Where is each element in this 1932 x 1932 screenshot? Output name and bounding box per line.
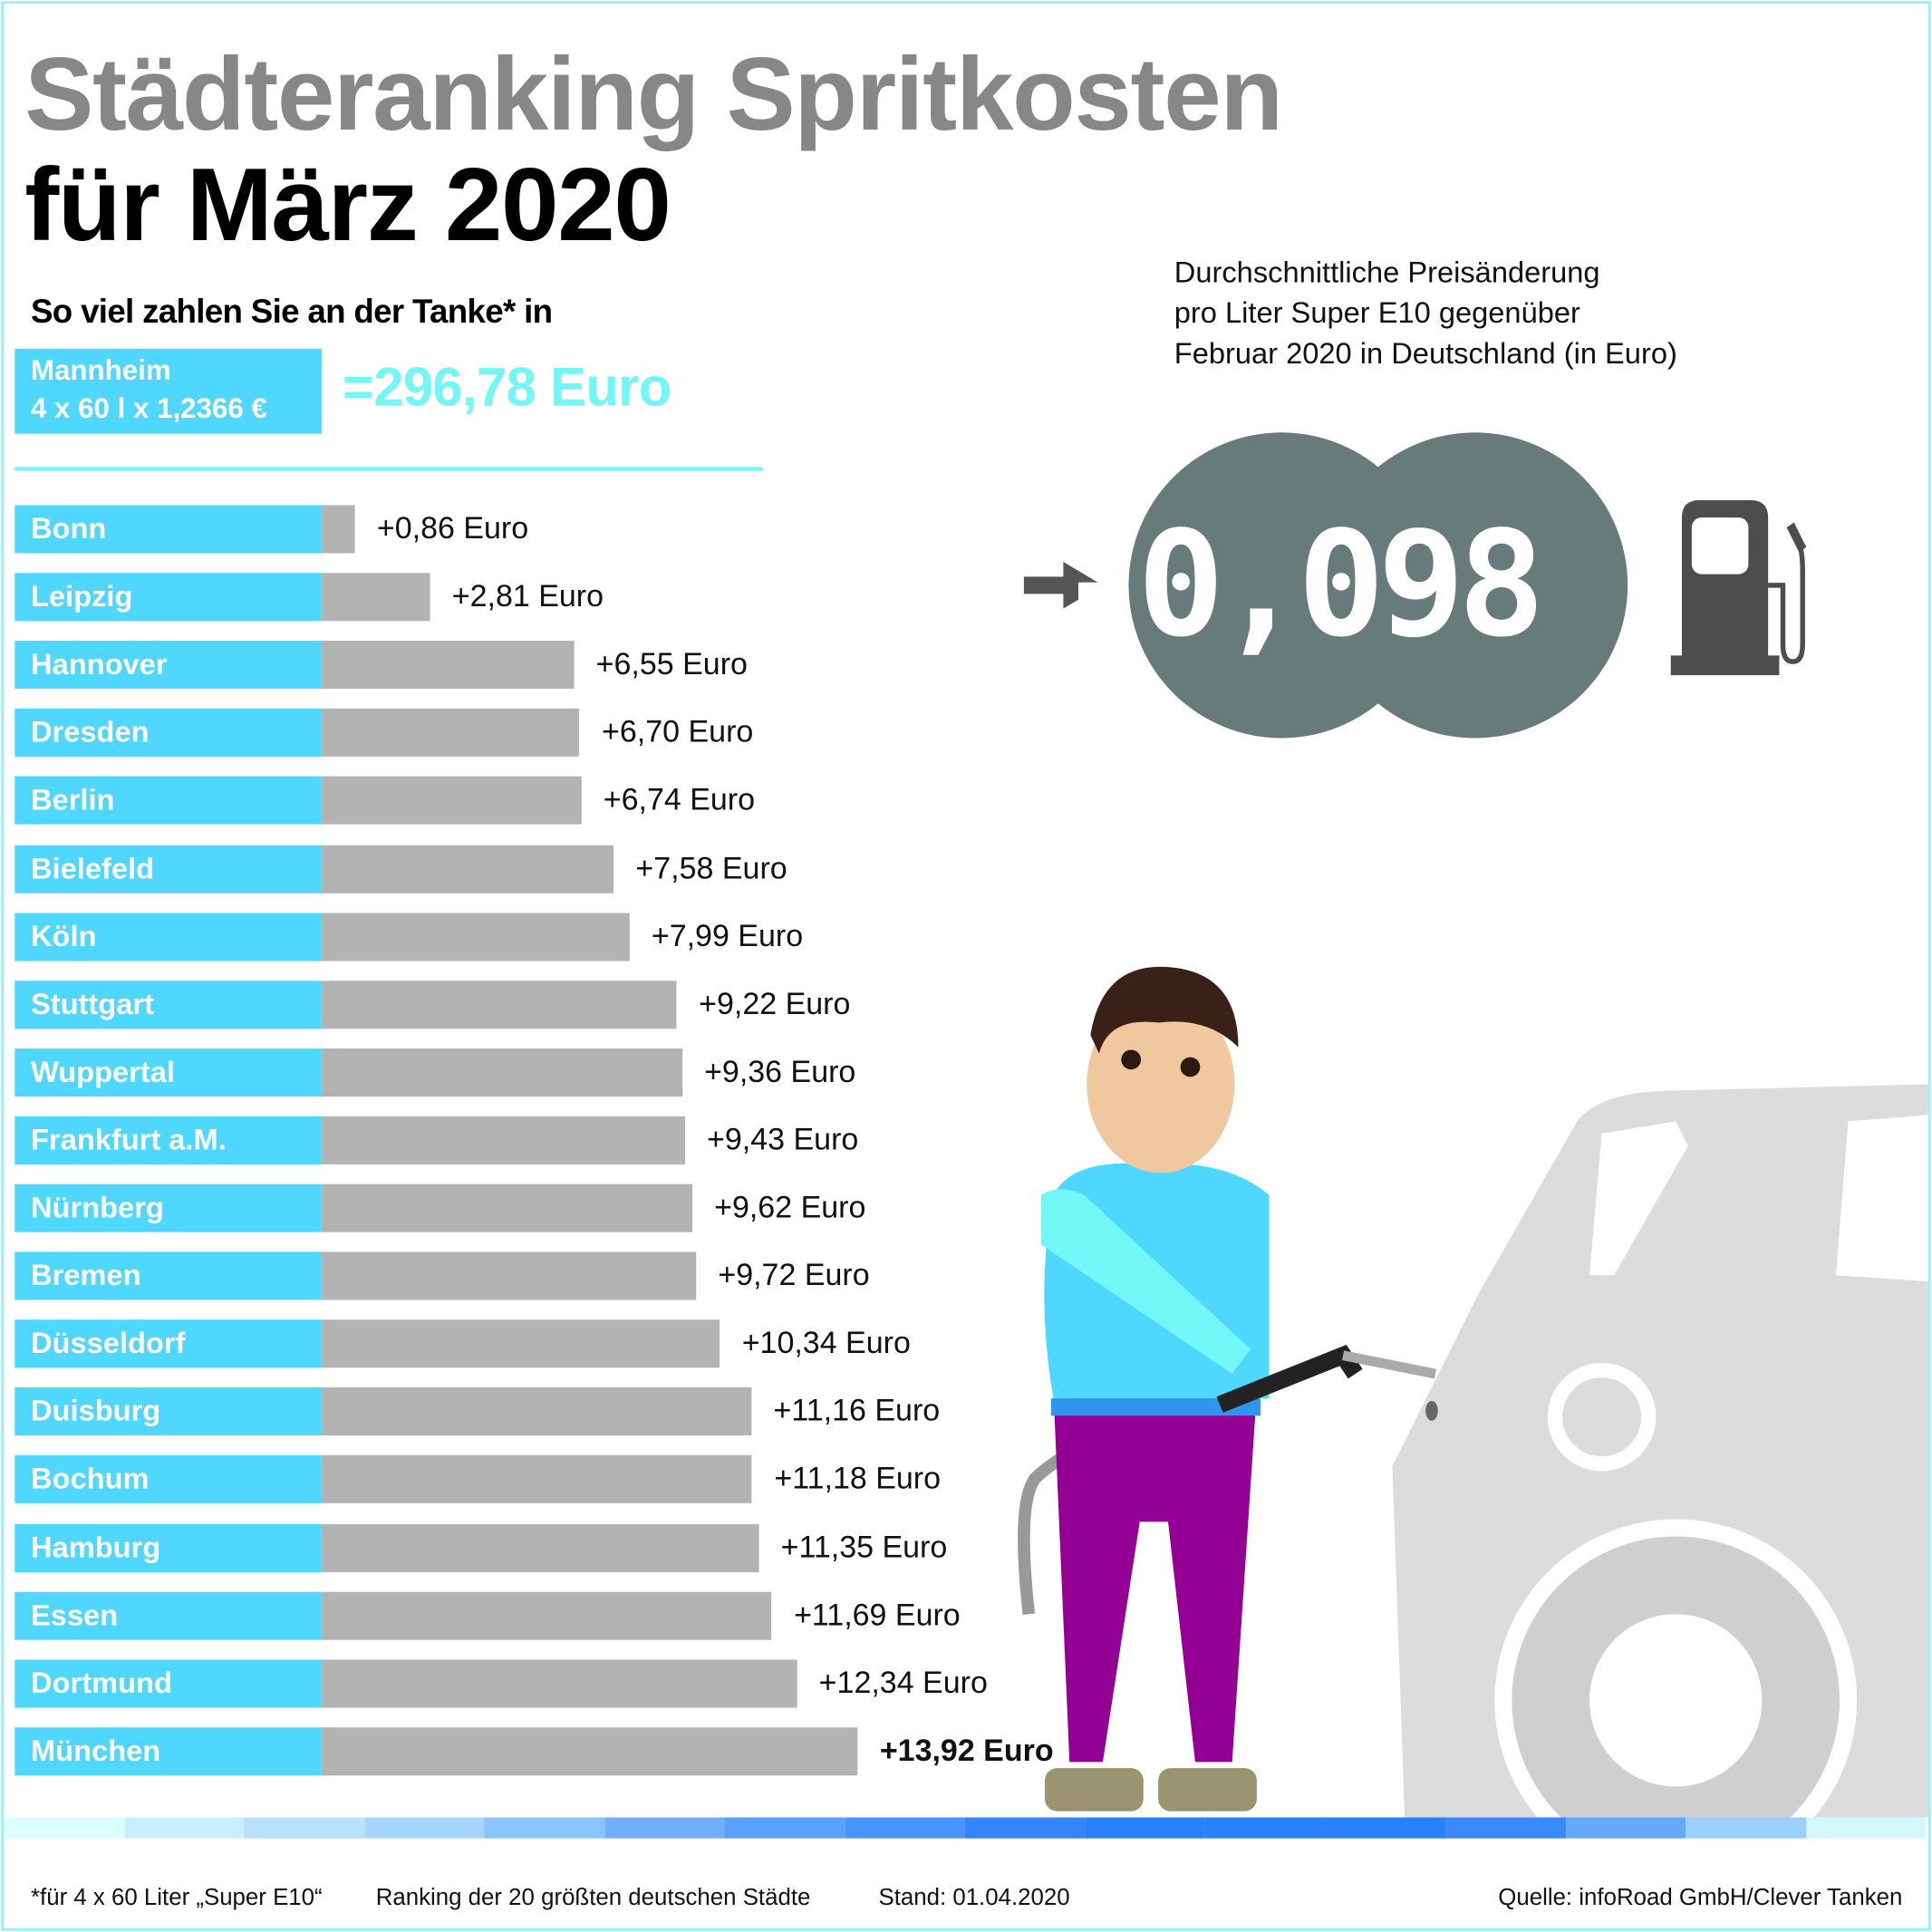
bar-value-label: +0,86 Euro (376, 511, 529, 546)
city-label: Bielefeld (14, 845, 322, 894)
desc-line: pro Liter Super E10 gegenüber (1174, 296, 1580, 331)
city-label: Hamburg (14, 1523, 322, 1572)
bar (321, 1727, 858, 1776)
desc-line: Februar 2020 in Deutschland (in Euro) (1174, 337, 1677, 372)
bar-value-label: +9,62 Euro (714, 1190, 866, 1225)
mannheim-formula: 4 x 60 l x 1,2366 € (30, 391, 267, 424)
footer-date: Stand: 01.04.2020 (878, 1885, 1070, 1911)
bar-value-label: +11,69 Euro (794, 1597, 961, 1633)
arrow-icon (1023, 562, 1103, 609)
city-label: Wuppertal (14, 1048, 322, 1096)
bar-value-label: +9,36 Euro (704, 1054, 856, 1089)
bar-value-label: +11,18 Euro (774, 1462, 942, 1497)
bar-value-label: +7,99 Euro (651, 918, 804, 953)
price-change-description: Durchschnittliche Preisänderung pro Lite… (1174, 253, 1677, 375)
mannheim-box: Mannheim 4 x 60 l x 1,2366 € (14, 348, 322, 434)
bar-value-label: +11,35 Euro (780, 1530, 948, 1565)
city-label: Bonn (14, 505, 322, 554)
city-label: Dresden (14, 709, 322, 758)
bar-value-label: +7,58 Euro (635, 850, 787, 885)
bar (321, 573, 430, 622)
bar (321, 845, 613, 894)
city-label: Düsseldorf (14, 1319, 322, 1368)
city-label: Berlin (14, 777, 322, 826)
illustration (1018, 966, 1928, 1818)
mannheim-total: =296,78 Euro (342, 357, 671, 418)
desc-line: Durchschnittliche Preisänderung (1174, 256, 1600, 290)
bar (321, 505, 355, 554)
fuel-pump-icon (1670, 500, 1807, 676)
display-value: -0,098 l (1057, 499, 1697, 669)
city-label: Köln (14, 912, 322, 961)
bar (321, 1048, 682, 1096)
footer-source: Quelle: infoRoad GmbH/Clever Tanken (1498, 1885, 1903, 1911)
bar-value-label: +9,43 Euro (707, 1122, 859, 1157)
bar (321, 912, 630, 961)
bar-value-label: +6,70 Euro (602, 715, 754, 750)
price-display: -0,098 l (1023, 432, 1807, 739)
title-line-2: für März 2020 (24, 146, 671, 263)
city-label: Nürnberg (14, 1183, 322, 1232)
bar (321, 1387, 752, 1436)
divider (14, 467, 763, 471)
gradient-strip (4, 1817, 1927, 1839)
bar (321, 1116, 685, 1164)
bar (321, 1319, 720, 1368)
display-circle-right (1321, 432, 1628, 739)
bar-value-label: +11,16 Euro (773, 1394, 941, 1429)
bar (321, 1591, 772, 1640)
city-label: Essen (14, 1591, 322, 1640)
city-label: Duisburg (14, 1387, 322, 1436)
car-illustration (1392, 1084, 1928, 1818)
bar (321, 980, 677, 1029)
footer-note: *für 4 x 60 Liter „Super E10“ (30, 1885, 323, 1911)
bar (321, 1183, 692, 1232)
bar-value-label: +10,34 Euro (741, 1326, 911, 1361)
bar (321, 1251, 696, 1300)
bar-value-label: +9,22 Euro (699, 986, 851, 1021)
bar (321, 709, 580, 758)
person-illustration (1018, 966, 1438, 1811)
city-label: Frankfurt a.M. (14, 1116, 322, 1164)
mannheim-city: Mannheim (30, 353, 171, 386)
city-label: Hannover (14, 641, 322, 690)
footer-ranking: Ranking der 20 größten deutschen Städte (375, 1885, 811, 1911)
city-label: München (14, 1727, 322, 1776)
bar (321, 1455, 752, 1504)
bar-value-label: +9,72 Euro (718, 1258, 870, 1293)
bar-value-label: +2,81 Euro (451, 579, 604, 614)
bar (321, 777, 582, 826)
city-label: Bremen (14, 1251, 322, 1300)
city-label: Stuttgart (14, 980, 322, 1029)
bar (321, 1659, 797, 1708)
bar-value-label: +6,74 Euro (603, 782, 756, 818)
city-label: Dortmund (14, 1659, 322, 1708)
city-label: Leipzig (14, 573, 322, 622)
subtitle: So viel zahlen Sie an der Tanke* in (30, 293, 553, 331)
title-line-1: Städteranking Spritkosten (24, 35, 1283, 152)
bar-value-label: +6,55 Euro (595, 647, 748, 682)
city-label: Bochum (14, 1455, 322, 1504)
bar (321, 1523, 759, 1572)
bar-value-label: +12,34 Euro (818, 1665, 988, 1700)
bar (321, 641, 575, 690)
bar-value-label: +13,92 Euro (879, 1733, 1054, 1768)
